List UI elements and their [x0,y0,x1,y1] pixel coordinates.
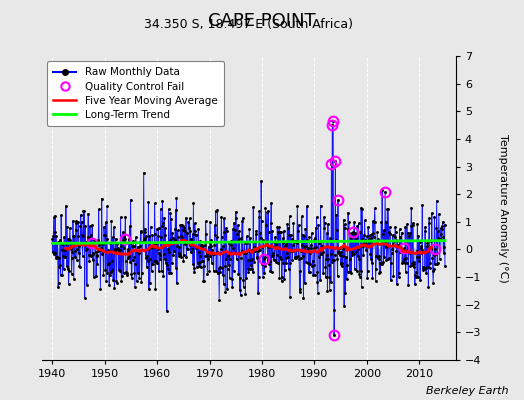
Y-axis label: Temperature Anomaly (°C): Temperature Anomaly (°C) [498,134,508,282]
Text: Berkeley Earth: Berkeley Earth [426,386,508,396]
Text: CAPE POINT: CAPE POINT [208,12,316,30]
Legend: Raw Monthly Data, Quality Control Fail, Five Year Moving Average, Long-Term Tren: Raw Monthly Data, Quality Control Fail, … [47,61,224,126]
Title: 34.350 S, 18.497 E (South Africa): 34.350 S, 18.497 E (South Africa) [145,18,353,31]
